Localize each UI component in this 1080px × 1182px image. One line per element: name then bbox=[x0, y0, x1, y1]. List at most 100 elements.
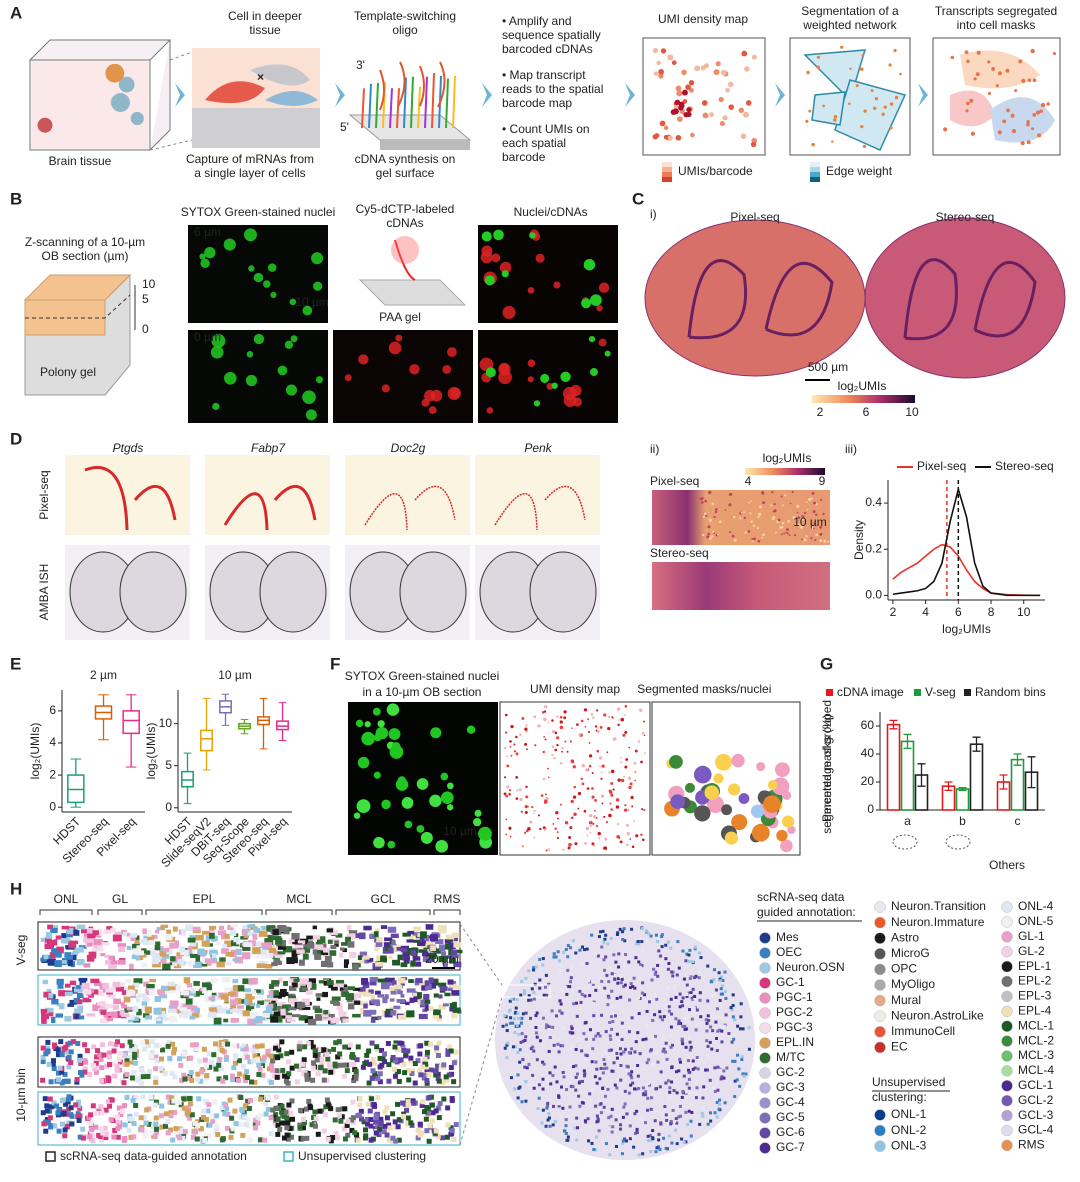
series-line bbox=[892, 486, 1041, 597]
cell-pixel bbox=[46, 1061, 52, 1067]
cell-pixel bbox=[262, 1137, 268, 1143]
cell-pixel bbox=[453, 1049, 459, 1055]
legend-swatch bbox=[874, 963, 886, 976]
cell-pixel bbox=[159, 1056, 165, 1062]
pixel bbox=[733, 515, 736, 519]
cell-pixel bbox=[608, 966, 612, 970]
cell-pixel bbox=[395, 1124, 401, 1130]
cell-pixel bbox=[328, 1069, 334, 1075]
cell-pixel bbox=[691, 1067, 695, 1071]
cell-pixel bbox=[146, 935, 154, 941]
nucleus bbox=[527, 286, 535, 294]
umi-dot bbox=[750, 141, 757, 148]
cell-pixel bbox=[433, 1072, 439, 1078]
text: RMS bbox=[434, 892, 461, 906]
cell-pixel bbox=[647, 1092, 651, 1096]
cell-pixel bbox=[277, 945, 286, 950]
cell-pixel bbox=[684, 1110, 688, 1114]
cell-pixel bbox=[713, 968, 717, 972]
cell-pixel bbox=[201, 987, 208, 994]
cell-pixel bbox=[107, 1061, 113, 1067]
stereo-seq-section bbox=[864, 217, 1066, 379]
pixel bbox=[744, 531, 747, 534]
cell-pixel bbox=[51, 1016, 56, 1024]
cell-pixel bbox=[441, 1062, 447, 1068]
panel-label: H bbox=[10, 879, 22, 898]
cell-pixel bbox=[336, 1003, 343, 1010]
cell-pixel bbox=[687, 1037, 691, 1041]
umi-dot bbox=[725, 87, 730, 93]
cell-pixel bbox=[359, 951, 368, 958]
cell-pixel bbox=[55, 1047, 61, 1053]
cell-pixel bbox=[179, 1127, 185, 1133]
cell-pixel bbox=[715, 1049, 719, 1053]
cell-pixel bbox=[549, 995, 553, 999]
cell-pixel bbox=[535, 1035, 539, 1039]
bar bbox=[1010, 758, 1025, 811]
cell-pixel bbox=[420, 999, 426, 1006]
cell-pixel bbox=[339, 952, 344, 958]
cell-pixel bbox=[602, 958, 606, 962]
pixel bbox=[772, 510, 775, 513]
cell-pixel bbox=[67, 954, 74, 960]
cell-pixel bbox=[211, 958, 217, 964]
cell-pixel bbox=[54, 950, 62, 958]
cell-pixel bbox=[646, 1096, 650, 1100]
cell-pixel bbox=[162, 1071, 168, 1077]
cell-pixel bbox=[677, 966, 681, 970]
cell-pixel bbox=[104, 1063, 110, 1069]
pixel bbox=[756, 526, 760, 530]
cell-pixel bbox=[335, 1107, 341, 1113]
cell-pixel bbox=[417, 940, 426, 947]
cell-pixel bbox=[114, 931, 121, 935]
cell-pixel bbox=[154, 1126, 160, 1132]
cell-pixel bbox=[630, 1047, 634, 1051]
cell-pixel bbox=[242, 925, 248, 930]
cell-pixel bbox=[606, 942, 610, 946]
cell-pixel bbox=[542, 1062, 546, 1066]
cell-pixel bbox=[308, 1105, 314, 1111]
umi-dot bbox=[522, 845, 524, 848]
cell-pixel bbox=[621, 1141, 625, 1145]
umi-dot bbox=[524, 727, 528, 731]
cell-pixel bbox=[224, 933, 230, 939]
cell-pixel bbox=[644, 1093, 648, 1097]
legend-label: EPL.IN bbox=[776, 1035, 814, 1049]
nucleus bbox=[211, 334, 226, 348]
cell-pixel bbox=[620, 1009, 624, 1013]
cell-pixel bbox=[552, 955, 556, 959]
cell-pixel bbox=[724, 996, 728, 1000]
cell-pixel bbox=[332, 1117, 338, 1123]
cell-pixel bbox=[320, 951, 329, 956]
cell-pixel bbox=[270, 997, 279, 1002]
cell-pixel bbox=[453, 949, 463, 954]
text: ONL bbox=[54, 892, 79, 906]
cell-pixel bbox=[566, 944, 570, 948]
cell-pixel bbox=[446, 1072, 452, 1078]
ish-section bbox=[119, 551, 187, 633]
node bbox=[889, 102, 894, 106]
cell-pixel bbox=[76, 924, 86, 930]
cell-pixel bbox=[566, 955, 570, 959]
cell-pixel bbox=[415, 1127, 421, 1133]
cell-pixel bbox=[88, 937, 95, 944]
cell-pixel bbox=[48, 992, 54, 999]
cell-pixel bbox=[334, 940, 339, 944]
cell-pixel bbox=[569, 976, 573, 980]
cell-pixel bbox=[342, 948, 347, 953]
cell-pixel bbox=[225, 1041, 231, 1047]
cell-pixel bbox=[224, 1106, 230, 1112]
umi-dot bbox=[570, 799, 574, 804]
cell-pixel bbox=[188, 1055, 194, 1061]
pixel bbox=[707, 532, 711, 536]
umi-dot bbox=[503, 792, 507, 796]
cell-pixel bbox=[163, 1123, 169, 1129]
cell-pixel bbox=[192, 926, 201, 932]
cell-pixel bbox=[79, 1015, 85, 1020]
cell-pixel bbox=[106, 1075, 112, 1081]
cell-pixel bbox=[687, 1077, 691, 1081]
transcript bbox=[966, 59, 970, 63]
cell-pixel bbox=[599, 930, 603, 934]
cell-pixel bbox=[517, 1016, 521, 1020]
pixel bbox=[785, 531, 787, 534]
